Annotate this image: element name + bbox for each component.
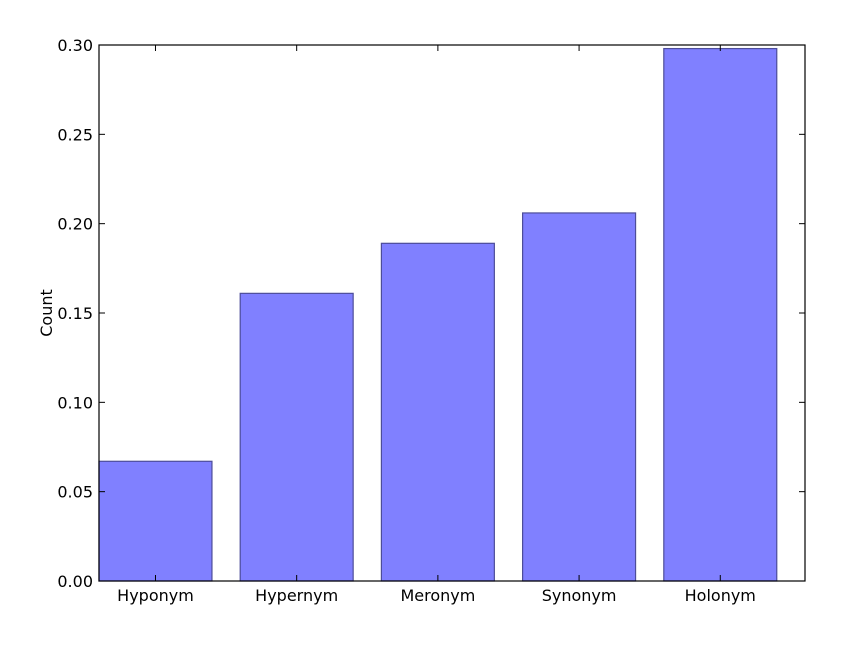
y-tick-label: 0.25 [57, 125, 93, 144]
x-tick-label: Meronym [400, 586, 475, 605]
y-axis-label: Count [37, 289, 56, 337]
y-tick-label: 0.20 [57, 215, 93, 234]
bar-holonym [663, 47, 778, 582]
x-tick-label: Hypernym [255, 586, 338, 605]
bars-layer [98, 47, 778, 582]
y-tick-label: 0.10 [57, 393, 93, 412]
x-tick-label: Hyponym [117, 586, 194, 605]
bar-hypernym [239, 292, 354, 582]
plot-frame [98, 44, 806, 582]
y-tick-label: 0.05 [57, 483, 93, 502]
y-tick-label: 0.15 [57, 304, 93, 323]
y-tick-label: 0.00 [57, 572, 93, 591]
bar-hyponym [98, 460, 213, 582]
bar-synonym [521, 212, 637, 582]
bar-meronym [380, 242, 495, 582]
x-tick-label: Holonym [685, 586, 756, 605]
y-tick-label: 0.30 [57, 36, 93, 55]
x-tick-label: Synonym [542, 586, 617, 605]
labels-layer: Hyponym Hypernym Meronym Synonym Holonym 0.00… [57, 36, 756, 605]
